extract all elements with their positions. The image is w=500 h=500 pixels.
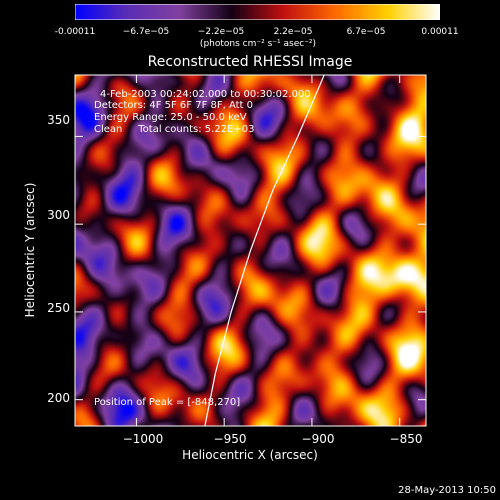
info-clean-counts: Clean Total counts: 5.22E+03 [94, 124, 255, 135]
x-tick-label: −850 [389, 432, 423, 446]
plot-frame [74, 74, 427, 427]
y-tick-label: 300 [47, 208, 70, 222]
solar-limb-curve [204, 74, 325, 427]
colorbar-tick-label: 0.00011 [421, 27, 459, 37]
y-tick-label: 250 [47, 301, 70, 315]
colorbar-tick-label: −2.2e−05 [197, 27, 245, 37]
colorbar-tick-label: 2.2e−05 [273, 27, 313, 37]
plot-date-stamp: 28-May-2013 10:50 [398, 485, 496, 496]
x-tick-label: −1000 [122, 432, 164, 446]
colorbar-tick-label: −6.7e−05 [122, 27, 170, 37]
info-energy-range: Energy Range: 25.0 - 50.0 keV [94, 112, 247, 123]
colorbar-tick-label: 6.7e−05 [346, 27, 386, 37]
colorbar-units: (photons cm⁻² s⁻¹ asec⁻²) [199, 39, 317, 49]
x-tick-label: −900 [301, 432, 335, 446]
info-time-range: 4-Feb-2003 00:24:02.000 to 00:30:02.000 [100, 89, 311, 100]
peak-position-label: Position of Peak = [-848,270] [94, 397, 241, 408]
chart-title: Reconstructed RHESSI Image [147, 54, 353, 70]
colorbar-tick-label: -0.00011 [54, 27, 96, 37]
x-tick-label: −950 [213, 432, 247, 446]
y-tick-label: 200 [47, 391, 70, 405]
x-axis-label: Heliocentric X (arcsec) [182, 448, 318, 462]
y-tick-label: 350 [47, 113, 70, 127]
y-axis-label: Heliocentric Y (arcsec) [23, 182, 37, 318]
info-detectors: Detectors: 4F 5F 6F 7F 8F, Att 0 [94, 100, 254, 111]
